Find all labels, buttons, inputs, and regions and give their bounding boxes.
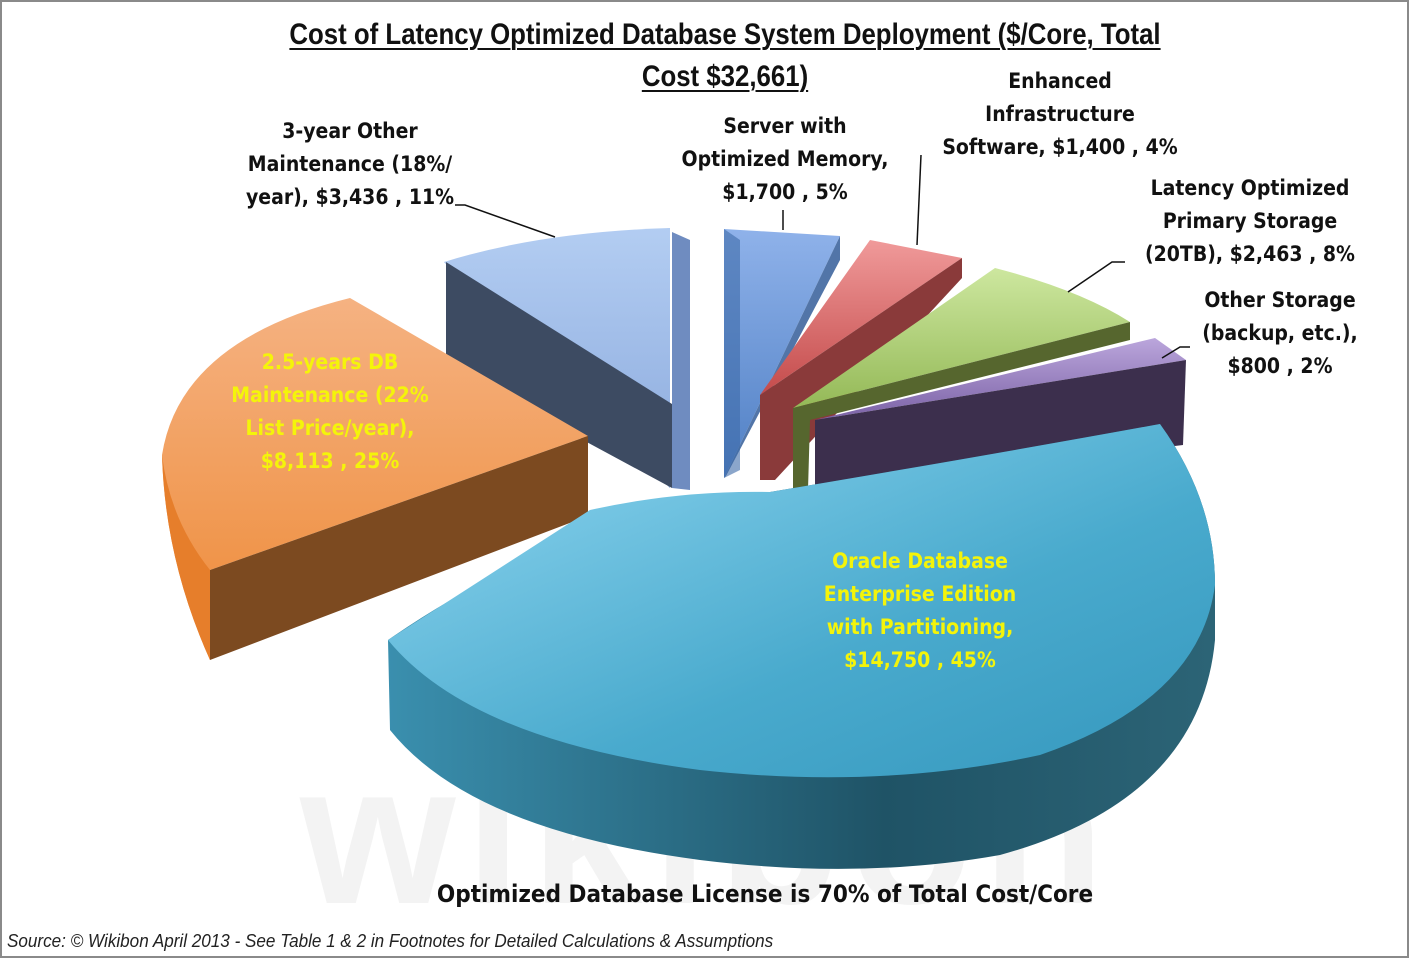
chart-title: Cost of Latency Optimized Database Syste… bbox=[231, 14, 1220, 98]
label-oracle: Oracle Database Enterprise Edition with … bbox=[823, 549, 1017, 672]
slice-other-maintenance bbox=[444, 228, 690, 490]
slice-server bbox=[724, 229, 840, 478]
label-other-storage: Other Storage (backup, etc.), $800 , 2% bbox=[1202, 288, 1358, 378]
slice-db-maintenance bbox=[162, 298, 588, 660]
label-infra: Enhanced Infrastructure Software, $1,400… bbox=[942, 69, 1178, 159]
source-note: Source: © Wikibon April 2013 - See Table… bbox=[7, 931, 774, 951]
leader-lines bbox=[455, 154, 1190, 359]
slice-oracle bbox=[388, 424, 1215, 869]
title-line-1: Cost of Latency Optimized Database Syste… bbox=[289, 18, 1161, 51]
chart-subtitle: Optimized Database License is 70% of Tot… bbox=[436, 880, 1094, 908]
label-primary-storage: Latency Optimized Primary Storage (20TB)… bbox=[1144, 176, 1355, 266]
slice-primary-storage bbox=[793, 268, 1130, 490]
label-server: Server with Optimized Memory, $1,700 , 5… bbox=[681, 114, 889, 204]
slice-other-storage bbox=[815, 338, 1186, 490]
label-db-maintenance: 2.5-years DB Maintenance (22% List Price… bbox=[231, 350, 429, 473]
label-other-maintenance: 3-year Other Maintenance (18%/ year), $3… bbox=[245, 119, 455, 209]
title-line-2: Cost $32,661) bbox=[641, 60, 809, 93]
